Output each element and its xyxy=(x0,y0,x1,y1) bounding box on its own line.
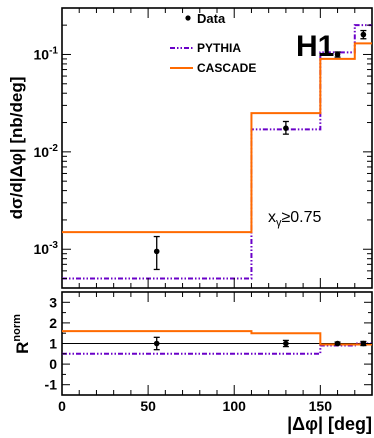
upper-panel: 10-3 10-2 10-1 dσ/d|Δφ| [nb/deg] H1 Data P… xyxy=(7,7,373,289)
xgamma-x: x xyxy=(268,209,276,226)
upper-y-tick-label: 10-3 xyxy=(34,240,59,257)
lower-y-axis-label: Rnorm xyxy=(11,314,32,354)
legend: Data PYTHIA CASCADE xyxy=(170,11,256,75)
lower-data-point xyxy=(360,340,367,347)
lower-y-tick-label: 3 xyxy=(49,294,57,310)
upper-y-tick-label: 10-1 xyxy=(34,45,59,62)
legend-data-label: Data xyxy=(197,11,226,26)
lower-cascade-histogram xyxy=(62,330,372,346)
lower-data-point xyxy=(153,340,160,347)
legend-data-marker xyxy=(185,15,191,21)
lower-pythia-histogram xyxy=(62,342,372,355)
legend-pythia-label: PYTHIA xyxy=(197,41,241,55)
upper-y-tick-label: 10-2 xyxy=(34,143,59,160)
lower-x-tick-label: 100 xyxy=(223,398,247,414)
lower-y-tick-label: -1 xyxy=(45,377,58,393)
upper-marks xyxy=(62,24,372,280)
lower-x-tick-label: 50 xyxy=(140,398,156,414)
upper-data-point xyxy=(283,125,289,131)
xgamma-annotation: xγ≥0.75 xyxy=(268,209,322,229)
rnorm-r: R xyxy=(13,342,32,354)
h1-logo: H1 xyxy=(296,30,334,63)
xgamma-sub: γ xyxy=(276,217,282,229)
lower-y-tick-label: 1 xyxy=(49,336,57,352)
lower-data-point xyxy=(283,340,289,347)
xgamma-cut: ≥0.75 xyxy=(282,209,322,226)
lower-y-tick-label: 2 xyxy=(49,315,57,331)
x-axis-label: |Δφ| [deg] xyxy=(287,414,372,434)
upper-data-point xyxy=(334,51,341,58)
rnorm-sup: norm xyxy=(11,314,23,342)
lower-marks xyxy=(62,330,372,355)
upper-data-point xyxy=(153,248,160,255)
lower-x-tick-label: 0 xyxy=(58,398,66,414)
legend-entry-data: Data xyxy=(185,11,226,26)
legend-entry-pythia: PYTHIA xyxy=(170,41,241,55)
upper-y-axis-label: dσ/d|Δφ| [nb/deg] xyxy=(7,77,26,220)
lower-x-tick-label: 150 xyxy=(309,398,333,414)
legend-entry-cascade: CASCADE xyxy=(170,61,256,75)
lower-data-point xyxy=(334,340,341,347)
upper-cascade-histogram xyxy=(62,42,372,234)
upper-data-point xyxy=(360,31,367,38)
upper-ticks: 10-3 10-2 10-1 xyxy=(34,8,373,289)
lower-y-tick-label: 0 xyxy=(49,356,57,372)
legend-cascade-label: CASCADE xyxy=(197,61,256,75)
